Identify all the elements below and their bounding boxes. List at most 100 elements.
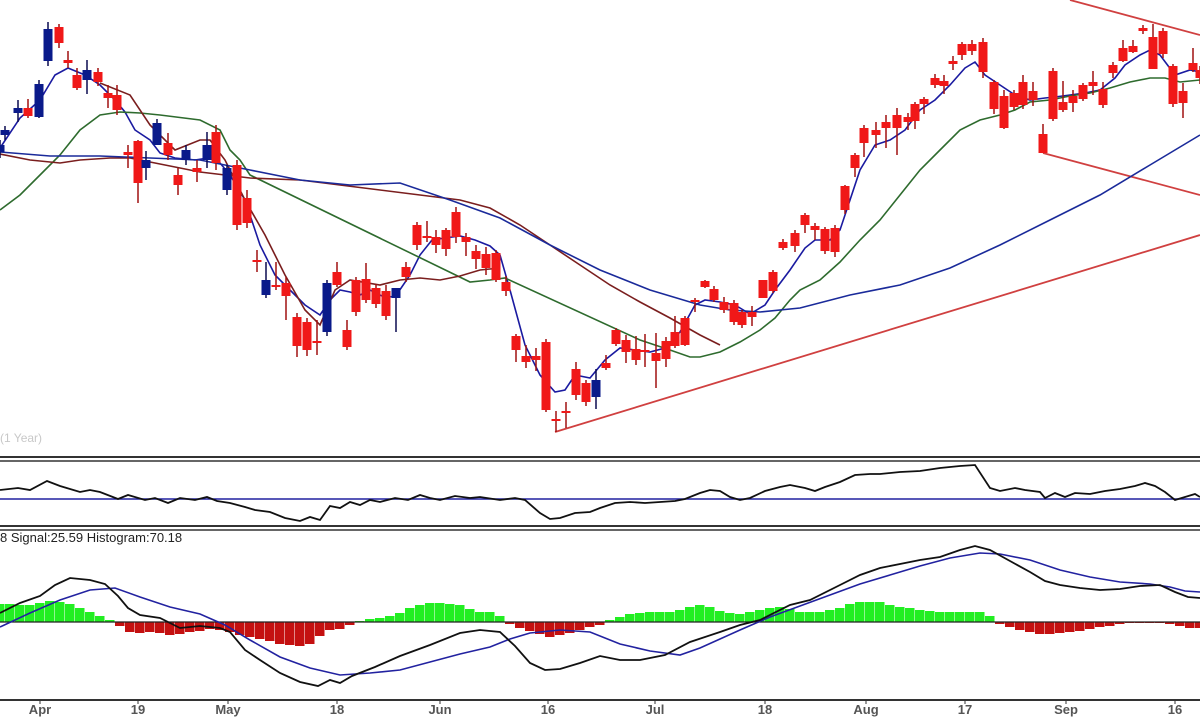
x-tick-label: 17 <box>957 702 973 717</box>
candle <box>1158 28 1168 58</box>
candle <box>1048 68 1058 121</box>
candle <box>531 348 541 371</box>
macd-values-label: 8 Signal:25.59 Histogram:70.18 <box>0 530 183 545</box>
oscillator-line <box>0 464 1200 522</box>
candle <box>491 250 501 282</box>
x-tick-label: Jul <box>645 702 665 717</box>
histogram-bar <box>385 616 395 622</box>
candle <box>412 222 422 250</box>
candle <box>967 40 977 55</box>
candle <box>1028 82 1038 106</box>
histogram-bar <box>965 612 975 622</box>
histogram-bar <box>475 612 485 622</box>
candle <box>332 262 342 287</box>
moving-average-long2 <box>99 82 501 327</box>
histogram-bar <box>525 622 535 631</box>
histogram-bar <box>135 622 145 633</box>
histogram-bar <box>875 602 885 622</box>
x-tick-label: 18 <box>757 702 773 717</box>
candle <box>461 233 471 256</box>
histogram-bar <box>625 614 635 622</box>
histogram-bar <box>685 607 695 622</box>
candle <box>431 230 441 253</box>
candle <box>810 223 820 240</box>
candle <box>501 276 511 296</box>
period-label: (1 Year) <box>0 431 43 445</box>
candle <box>729 300 739 325</box>
candle <box>371 284 381 308</box>
candle <box>511 334 521 362</box>
histogram-bar <box>855 602 865 622</box>
candle <box>621 335 631 363</box>
candle <box>910 102 920 129</box>
histogram-bar <box>695 605 705 622</box>
candle <box>820 227 830 254</box>
candle <box>778 239 788 250</box>
candle <box>999 90 1009 129</box>
candle <box>292 313 302 357</box>
histogram-bar <box>465 609 475 622</box>
histogram-bar <box>665 612 675 622</box>
histogram-bar <box>645 612 655 622</box>
histogram-bar <box>5 604 15 622</box>
candle <box>123 145 133 168</box>
candle <box>1138 25 1148 34</box>
candle <box>451 207 461 243</box>
candle <box>302 318 312 356</box>
candle <box>141 151 151 180</box>
x-tick-label: May <box>215 702 241 717</box>
candle <box>1038 124 1048 153</box>
histogram-bar <box>805 612 815 622</box>
histogram-bar <box>1095 622 1105 627</box>
candle <box>790 230 800 252</box>
candle <box>1108 62 1118 78</box>
candle <box>63 51 73 68</box>
histogram-bar <box>285 622 295 645</box>
histogram-bar <box>795 612 805 622</box>
histogram-bar <box>1005 622 1015 627</box>
histogram-bar <box>15 605 25 622</box>
candle <box>581 380 591 406</box>
x-tick-label: 19 <box>130 702 146 717</box>
histogram-bar <box>1055 622 1065 633</box>
histogram-bar <box>595 622 605 625</box>
histogram-bar <box>485 612 495 622</box>
histogram-bar <box>1045 622 1055 634</box>
histogram-bar <box>925 611 935 622</box>
candle <box>112 85 122 115</box>
histogram-bar <box>515 622 525 628</box>
candle <box>1018 75 1028 109</box>
histogram-bar <box>995 622 1005 624</box>
histogram-bar <box>1185 622 1195 628</box>
histogram-bar <box>605 620 615 622</box>
candle <box>661 337 671 367</box>
candle <box>93 68 103 86</box>
histogram-bar <box>615 617 625 622</box>
histogram-bar <box>275 622 285 644</box>
candle <box>747 306 757 326</box>
candle <box>930 74 940 88</box>
histogram-bar <box>745 612 755 622</box>
histogram-bar <box>435 603 445 622</box>
candle <box>1088 71 1098 95</box>
candle <box>670 316 680 348</box>
histogram-bar <box>655 612 665 622</box>
candle <box>401 262 411 282</box>
candle <box>737 310 747 328</box>
candle <box>232 160 242 230</box>
candle <box>281 277 291 320</box>
candle <box>892 108 902 155</box>
histogram-bar <box>255 622 265 639</box>
histogram-bar <box>1015 622 1025 630</box>
histogram-bar <box>205 622 215 629</box>
histogram-bar <box>1075 622 1085 631</box>
candle <box>222 165 232 195</box>
histogram-bar <box>265 622 275 641</box>
histogram-bar <box>305 622 315 644</box>
candle <box>391 288 401 332</box>
histogram-bar <box>535 622 545 634</box>
histogram-bar <box>85 612 95 622</box>
candle <box>1058 81 1068 112</box>
candle <box>948 56 958 70</box>
histogram-bar <box>345 622 355 625</box>
